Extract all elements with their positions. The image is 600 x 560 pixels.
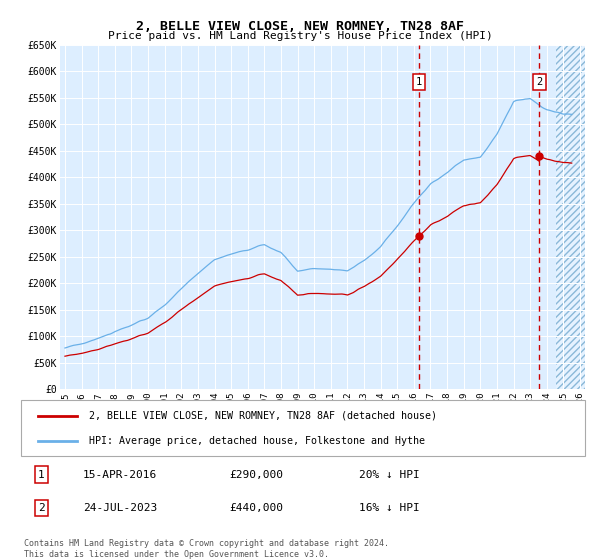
Text: Contains HM Land Registry data © Crown copyright and database right 2024.: Contains HM Land Registry data © Crown c… — [24, 539, 389, 548]
Text: £440,000: £440,000 — [230, 503, 284, 513]
Text: 1: 1 — [416, 77, 422, 87]
Text: 2, BELLE VIEW CLOSE, NEW ROMNEY, TN28 8AF: 2, BELLE VIEW CLOSE, NEW ROMNEY, TN28 8A… — [136, 20, 464, 32]
Text: 2: 2 — [536, 77, 542, 87]
Text: This data is licensed under the Open Government Licence v3.0.: This data is licensed under the Open Gov… — [24, 550, 329, 559]
Text: 15-APR-2016: 15-APR-2016 — [83, 470, 157, 479]
Text: 1: 1 — [38, 470, 44, 479]
Text: 16% ↓ HPI: 16% ↓ HPI — [359, 503, 420, 513]
Text: 24-JUL-2023: 24-JUL-2023 — [83, 503, 157, 513]
Text: £290,000: £290,000 — [230, 470, 284, 479]
Text: HPI: Average price, detached house, Folkestone and Hythe: HPI: Average price, detached house, Folk… — [89, 436, 425, 446]
Text: 2: 2 — [38, 503, 44, 513]
Text: 2, BELLE VIEW CLOSE, NEW ROMNEY, TN28 8AF (detached house): 2, BELLE VIEW CLOSE, NEW ROMNEY, TN28 8A… — [89, 410, 437, 421]
Bar — [556, 45, 600, 389]
Text: 20% ↓ HPI: 20% ↓ HPI — [359, 470, 420, 479]
Bar — [556, 45, 600, 389]
Text: Price paid vs. HM Land Registry's House Price Index (HPI): Price paid vs. HM Land Registry's House … — [107, 31, 493, 41]
